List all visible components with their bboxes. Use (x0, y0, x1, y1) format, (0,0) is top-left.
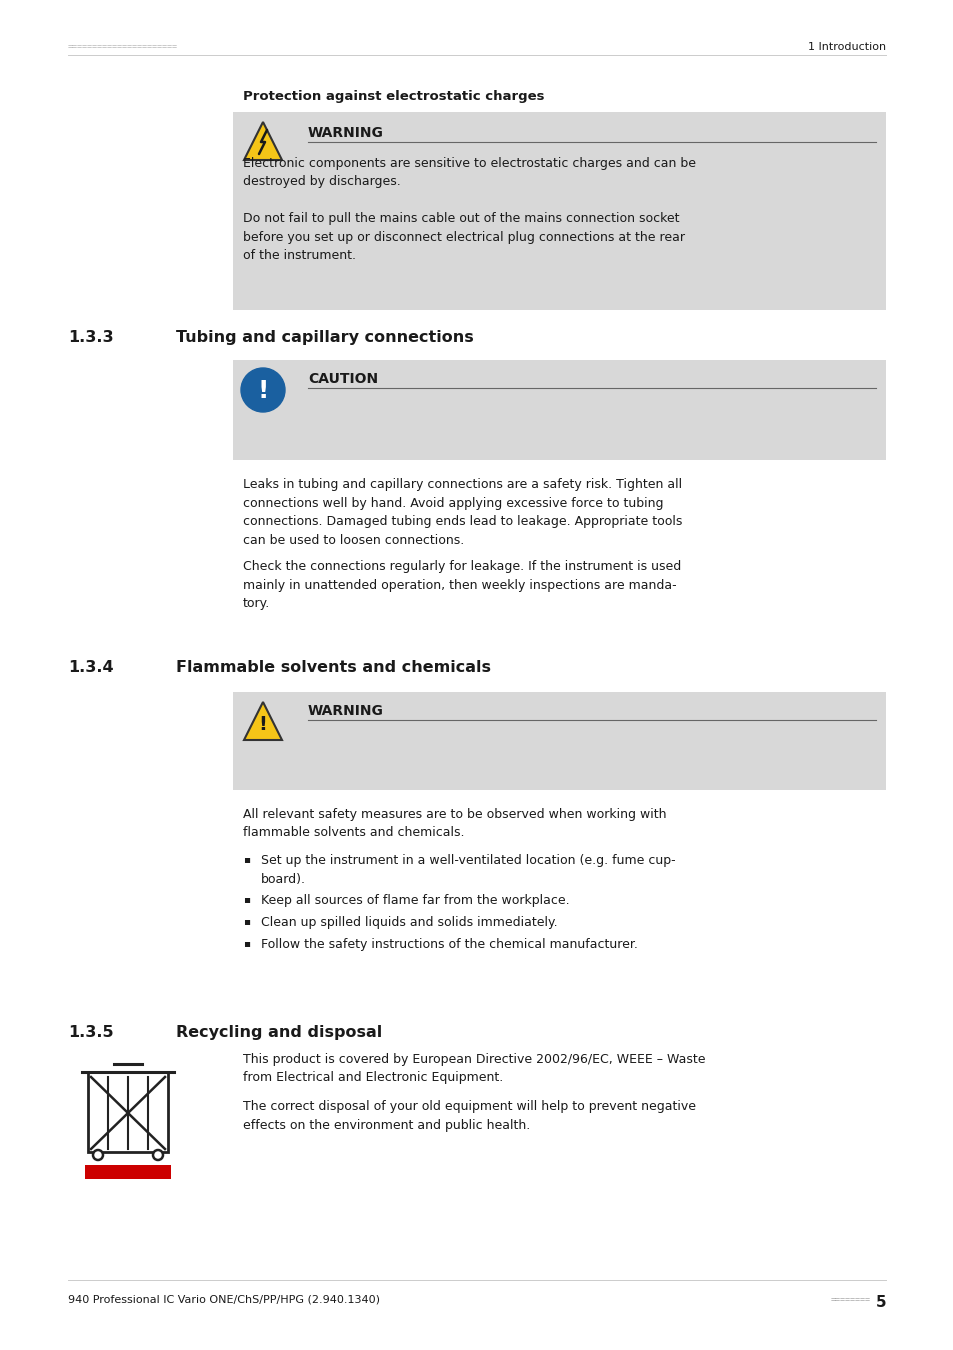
Circle shape (241, 369, 285, 412)
Text: ▪: ▪ (243, 938, 250, 948)
Text: WARNING: WARNING (308, 703, 383, 718)
Text: Protection against electrostatic charges: Protection against electrostatic charges (243, 90, 544, 103)
Text: ▪: ▪ (243, 894, 250, 904)
Text: Tubing and capillary connections: Tubing and capillary connections (175, 329, 474, 346)
Text: 1.3.3: 1.3.3 (68, 329, 113, 346)
Text: Keep all sources of flame far from the workplace.: Keep all sources of flame far from the w… (261, 894, 569, 907)
Text: 940 Professional IC Vario ONE/ChS/PP/HPG (2.940.1340): 940 Professional IC Vario ONE/ChS/PP/HPG… (68, 1295, 379, 1305)
Text: ========: ======== (830, 1295, 870, 1304)
Text: ▪: ▪ (243, 855, 250, 864)
FancyBboxPatch shape (233, 112, 885, 310)
Circle shape (92, 1150, 103, 1160)
Text: CAUTION: CAUTION (308, 373, 377, 386)
Text: This product is covered by European Directive 2002/96/EC, WEEE – Waste
from Elec: This product is covered by European Dire… (243, 1053, 705, 1084)
Text: WARNING: WARNING (308, 126, 383, 140)
Text: The correct disposal of your old equipment will help to prevent negative
effects: The correct disposal of your old equipme… (243, 1100, 696, 1131)
Polygon shape (244, 702, 282, 740)
FancyBboxPatch shape (233, 693, 885, 790)
Polygon shape (244, 122, 282, 161)
FancyBboxPatch shape (85, 1165, 171, 1179)
Text: 1.3.5: 1.3.5 (68, 1025, 113, 1040)
Text: Set up the instrument in a well-ventilated location (e.g. fume cup-
board).: Set up the instrument in a well-ventilat… (261, 855, 675, 886)
Text: 5: 5 (875, 1295, 885, 1309)
Text: Leaks in tubing and capillary connections are a safety risk. Tighten all
connect: Leaks in tubing and capillary connection… (243, 478, 681, 547)
Text: All relevant safety measures are to be observed when working with
flammable solv: All relevant safety measures are to be o… (243, 809, 666, 840)
FancyBboxPatch shape (88, 1072, 168, 1152)
Text: !: ! (257, 379, 269, 404)
Circle shape (152, 1150, 163, 1160)
Text: 1.3.4: 1.3.4 (68, 660, 113, 675)
Text: Electronic components are sensitive to electrostatic charges and can be
destroye: Electronic components are sensitive to e… (243, 157, 696, 189)
Text: Flammable solvents and chemicals: Flammable solvents and chemicals (175, 660, 491, 675)
FancyBboxPatch shape (233, 360, 885, 460)
Text: Clean up spilled liquids and solids immediately.: Clean up spilled liquids and solids imme… (261, 917, 558, 929)
Text: ▪: ▪ (243, 917, 250, 926)
Text: ======================: ====================== (68, 42, 178, 51)
Text: Do not fail to pull the mains cable out of the mains connection socket
before yo: Do not fail to pull the mains cable out … (243, 212, 684, 262)
Text: Follow the safety instructions of the chemical manufacturer.: Follow the safety instructions of the ch… (261, 938, 638, 950)
Text: !: ! (258, 714, 267, 733)
Text: 1 Introduction: 1 Introduction (807, 42, 885, 53)
Text: Check the connections regularly for leakage. If the instrument is used
mainly in: Check the connections regularly for leak… (243, 560, 680, 610)
Text: Recycling and disposal: Recycling and disposal (175, 1025, 382, 1040)
